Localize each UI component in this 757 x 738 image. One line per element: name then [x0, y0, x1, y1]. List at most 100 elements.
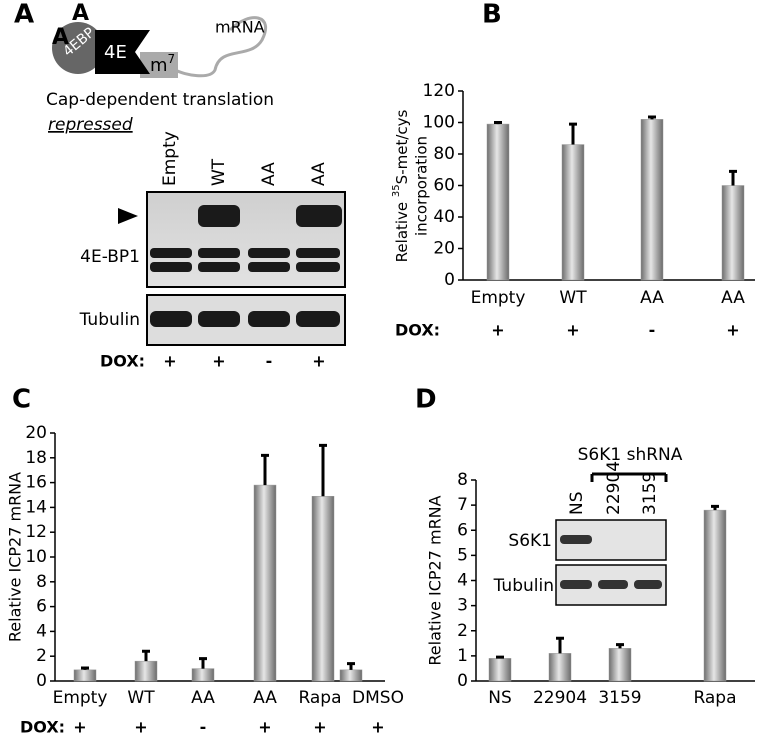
row-label: Tubulin: [79, 310, 140, 330]
bar: [311, 495, 335, 682]
lane-label: NS: [567, 491, 587, 515]
panel-label: A: [14, 0, 34, 30]
y-tick-label: 80: [433, 144, 455, 164]
caption: Cap-dependent translation: [46, 90, 274, 110]
error-bar: [494, 121, 502, 125]
protein-label: 4E: [104, 42, 127, 63]
x-tick-label: WT: [559, 288, 587, 308]
dox-value: +: [312, 352, 325, 371]
protein-shape: [95, 30, 150, 74]
y-axis-label: incorporation: [413, 136, 431, 236]
panel-label: B: [482, 0, 502, 30]
bar: [486, 123, 510, 281]
dox-value: +: [313, 718, 326, 737]
y-tick-label: 4: [36, 621, 47, 641]
dox-label: DOX:: [395, 321, 440, 340]
y-tick-label: 4: [457, 571, 468, 591]
x-tick-label: Empty: [53, 688, 108, 708]
y-tick-label: 8: [36, 572, 47, 592]
panel-label: D: [415, 385, 437, 415]
y-tick-label: 120: [423, 81, 455, 101]
row-label: Tubulin: [493, 576, 554, 596]
western-blot: Empty WT AA AA 4E-BP1 Tubulin DOX: + + -…: [79, 131, 346, 371]
error-bar: [319, 443, 327, 497]
error-bar: [347, 662, 355, 670]
y-tick-label: 7: [457, 495, 468, 515]
error-bar: [729, 169, 737, 186]
bar: [488, 658, 512, 682]
y-tick-label: 0: [457, 671, 468, 691]
dox-value: +: [163, 352, 176, 371]
site-label: A: [52, 25, 69, 50]
diagram: A A 4EBP 4E m7 mRNA Cap-dependent transl…: [46, 1, 274, 135]
dox-value: +: [73, 718, 86, 737]
y-tick-label: 6: [457, 520, 468, 540]
y-tick-label: 3: [457, 596, 468, 616]
lane-label: 3159: [640, 472, 660, 515]
y-tick-label: 16: [25, 473, 47, 493]
x-tick-label: AA: [253, 688, 277, 708]
lane-label: 22904: [604, 461, 624, 515]
error-bar: [496, 655, 504, 659]
y-tick-label: 6: [36, 597, 47, 617]
rna-label: mRNA: [215, 18, 265, 37]
y-tick-label: 20: [25, 423, 47, 443]
panel-label: C: [12, 385, 31, 415]
error-bar: [81, 666, 89, 670]
y-tick-label: 12: [25, 522, 47, 542]
bar: [561, 144, 585, 281]
y-tick-label: 2: [457, 621, 468, 641]
dox-value: +: [566, 321, 579, 340]
error-bar: [199, 657, 207, 669]
x-tick-label: NS: [488, 688, 512, 708]
bar: [548, 653, 572, 682]
error-bar: [142, 649, 150, 662]
bar: [253, 484, 277, 682]
row-label: S6K1: [508, 531, 552, 551]
y-tick-label: 100: [423, 113, 455, 133]
y-axis-label: Relative ICP27 mRNA: [6, 472, 25, 642]
error-bar: [711, 504, 719, 511]
bar: [608, 648, 632, 682]
x-tick-label: 3159: [598, 688, 641, 708]
caption: repressed: [48, 115, 133, 135]
dox-label: DOX:: [20, 718, 65, 737]
inset-title: S6K1 shRNA: [578, 445, 683, 465]
error-bar: [556, 636, 564, 654]
x-tick-label: Rapa: [693, 688, 736, 708]
lane-label: AA: [259, 162, 279, 186]
bar: [721, 185, 745, 281]
arrowhead: [118, 208, 138, 224]
dox-value: +: [212, 352, 225, 371]
dox-value: -: [200, 718, 207, 737]
y-tick-label: 20: [433, 239, 455, 259]
cap-label: m7: [150, 52, 175, 77]
lane-label: AA: [309, 162, 329, 186]
lane-label: Empty: [160, 131, 180, 186]
y-tick-label: 60: [433, 176, 455, 196]
x-tick-label: 22904: [533, 688, 587, 708]
x-tick-label: AA: [191, 688, 215, 708]
y-axis-label: Relative 35S-met/cys: [391, 109, 411, 262]
dox-value: +: [726, 321, 739, 340]
x-tick-label: WT: [127, 688, 155, 708]
error-bar: [569, 122, 577, 145]
y-tick-label: 1: [457, 646, 468, 666]
lane-label: WT: [209, 158, 229, 186]
dox-value: -: [266, 352, 273, 371]
dox-value: +: [134, 718, 147, 737]
dox-value: +: [258, 718, 271, 737]
y-tick-label: 10: [25, 547, 47, 567]
y-tick-label: 5: [457, 545, 468, 565]
bar: [73, 669, 97, 682]
x-tick-label: AA: [640, 288, 664, 308]
x-tick-label: Rapa: [298, 688, 341, 708]
bands: [150, 205, 342, 327]
site-label: A: [72, 1, 89, 26]
y-axis-label: Relative ICP27 mRNA: [426, 495, 445, 665]
bar: [640, 119, 664, 281]
x-tick-label: AA: [721, 288, 745, 308]
y-tick-label: 14: [25, 497, 47, 517]
protein-shape: [52, 22, 104, 74]
dox-value: +: [371, 718, 384, 737]
